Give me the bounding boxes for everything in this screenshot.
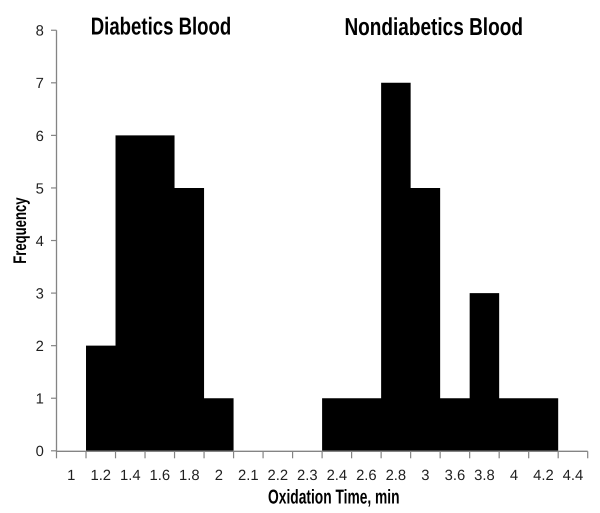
- svg-text:1: 1: [36, 392, 44, 408]
- svg-text:4: 4: [36, 234, 44, 250]
- svg-text:3: 3: [36, 287, 44, 303]
- svg-text:1.4: 1.4: [120, 468, 141, 484]
- svg-text:3.6: 3.6: [445, 468, 466, 484]
- svg-text:3.8: 3.8: [474, 468, 495, 484]
- svg-text:2.3: 2.3: [297, 468, 318, 484]
- svg-text:Nondiabetics Blood: Nondiabetics Blood: [344, 14, 523, 41]
- svg-text:Diabetics Blood: Diabetics Blood: [91, 14, 232, 41]
- svg-text:3: 3: [421, 468, 429, 484]
- svg-text:2.2: 2.2: [268, 468, 289, 484]
- svg-text:4.4: 4.4: [563, 468, 584, 484]
- svg-text:2.6: 2.6: [356, 468, 377, 484]
- svg-text:2: 2: [36, 339, 44, 355]
- svg-text:1: 1: [67, 468, 75, 484]
- svg-text:6: 6: [36, 129, 44, 145]
- svg-text:2: 2: [215, 468, 223, 484]
- svg-text:2.8: 2.8: [386, 468, 407, 484]
- svg-text:4.2: 4.2: [533, 468, 554, 484]
- svg-text:1.6: 1.6: [150, 468, 171, 484]
- svg-text:1.8: 1.8: [179, 468, 200, 484]
- svg-text:5: 5: [36, 181, 44, 197]
- svg-text:8: 8: [36, 24, 44, 40]
- svg-text:4: 4: [510, 468, 518, 484]
- svg-text:2.4: 2.4: [327, 468, 348, 484]
- svg-text:7: 7: [36, 76, 44, 92]
- svg-text:1.2: 1.2: [90, 468, 111, 484]
- svg-text:Oxidation Time, min: Oxidation Time, min: [268, 487, 400, 509]
- svg-text:Frequency: Frequency: [9, 197, 30, 264]
- svg-text:0: 0: [36, 444, 44, 460]
- svg-text:2.1: 2.1: [238, 468, 259, 484]
